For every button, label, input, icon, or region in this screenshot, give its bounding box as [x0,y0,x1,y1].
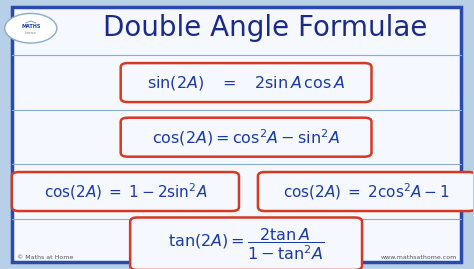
Text: $\cos(2A) = \cos^2\!A - \sin^2\!A$: $\cos(2A) = \cos^2\!A - \sin^2\!A$ [152,127,340,147]
FancyBboxPatch shape [12,7,461,262]
FancyBboxPatch shape [121,118,372,157]
Text: $\sin(2A)\quad=\quad2\sin A\,\cos A$: $\sin(2A)\quad=\quad2\sin A\,\cos A$ [147,74,345,91]
Text: home: home [25,31,36,35]
Text: $\tan(2A) = \dfrac{2\tan A}{1 - \tan^2\!A}$: $\tan(2A) = \dfrac{2\tan A}{1 - \tan^2\!… [168,226,324,261]
FancyBboxPatch shape [12,172,239,211]
FancyBboxPatch shape [130,217,362,269]
Circle shape [5,13,57,43]
Text: MATHS: MATHS [21,24,40,29]
Text: Double Angle Formulae: Double Angle Formulae [103,14,427,42]
FancyBboxPatch shape [121,63,372,102]
Text: www.mathsathome.com: www.mathsathome.com [381,254,456,260]
Text: $\cos(2A)\;=\;2\cos^2\!A - 1$: $\cos(2A)\;=\;2\cos^2\!A - 1$ [283,181,450,202]
FancyBboxPatch shape [258,172,474,211]
Text: © Maths at Home: © Maths at Home [17,254,73,260]
Text: $\cos(2A)\;=\;1 - 2\sin^2\!A$: $\cos(2A)\;=\;1 - 2\sin^2\!A$ [44,181,207,202]
